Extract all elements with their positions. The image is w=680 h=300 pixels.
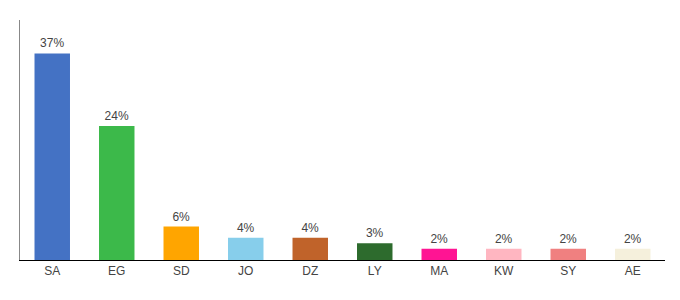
svg-text:4%: 4% — [301, 221, 319, 235]
svg-text:KW: KW — [494, 264, 514, 278]
svg-text:4%: 4% — [237, 221, 255, 235]
svg-text:3%: 3% — [366, 226, 384, 240]
svg-text:6%: 6% — [172, 210, 190, 224]
svg-text:DZ: DZ — [302, 264, 318, 278]
svg-text:JO: JO — [238, 264, 253, 278]
svg-text:LY: LY — [368, 264, 382, 278]
svg-text:SA: SA — [44, 264, 60, 278]
svg-text:37%: 37% — [40, 36, 64, 50]
svg-text:2%: 2% — [495, 232, 513, 246]
svg-text:SY: SY — [560, 264, 576, 278]
svg-text:AE: AE — [625, 264, 641, 278]
svg-text:SD: SD — [173, 264, 190, 278]
svg-text:2%: 2% — [559, 232, 577, 246]
svg-text:24%: 24% — [105, 109, 129, 123]
svg-text:EG: EG — [108, 264, 125, 278]
svg-text:2%: 2% — [430, 232, 448, 246]
svg-text:2%: 2% — [624, 232, 642, 246]
svg-text:MA: MA — [430, 264, 448, 278]
